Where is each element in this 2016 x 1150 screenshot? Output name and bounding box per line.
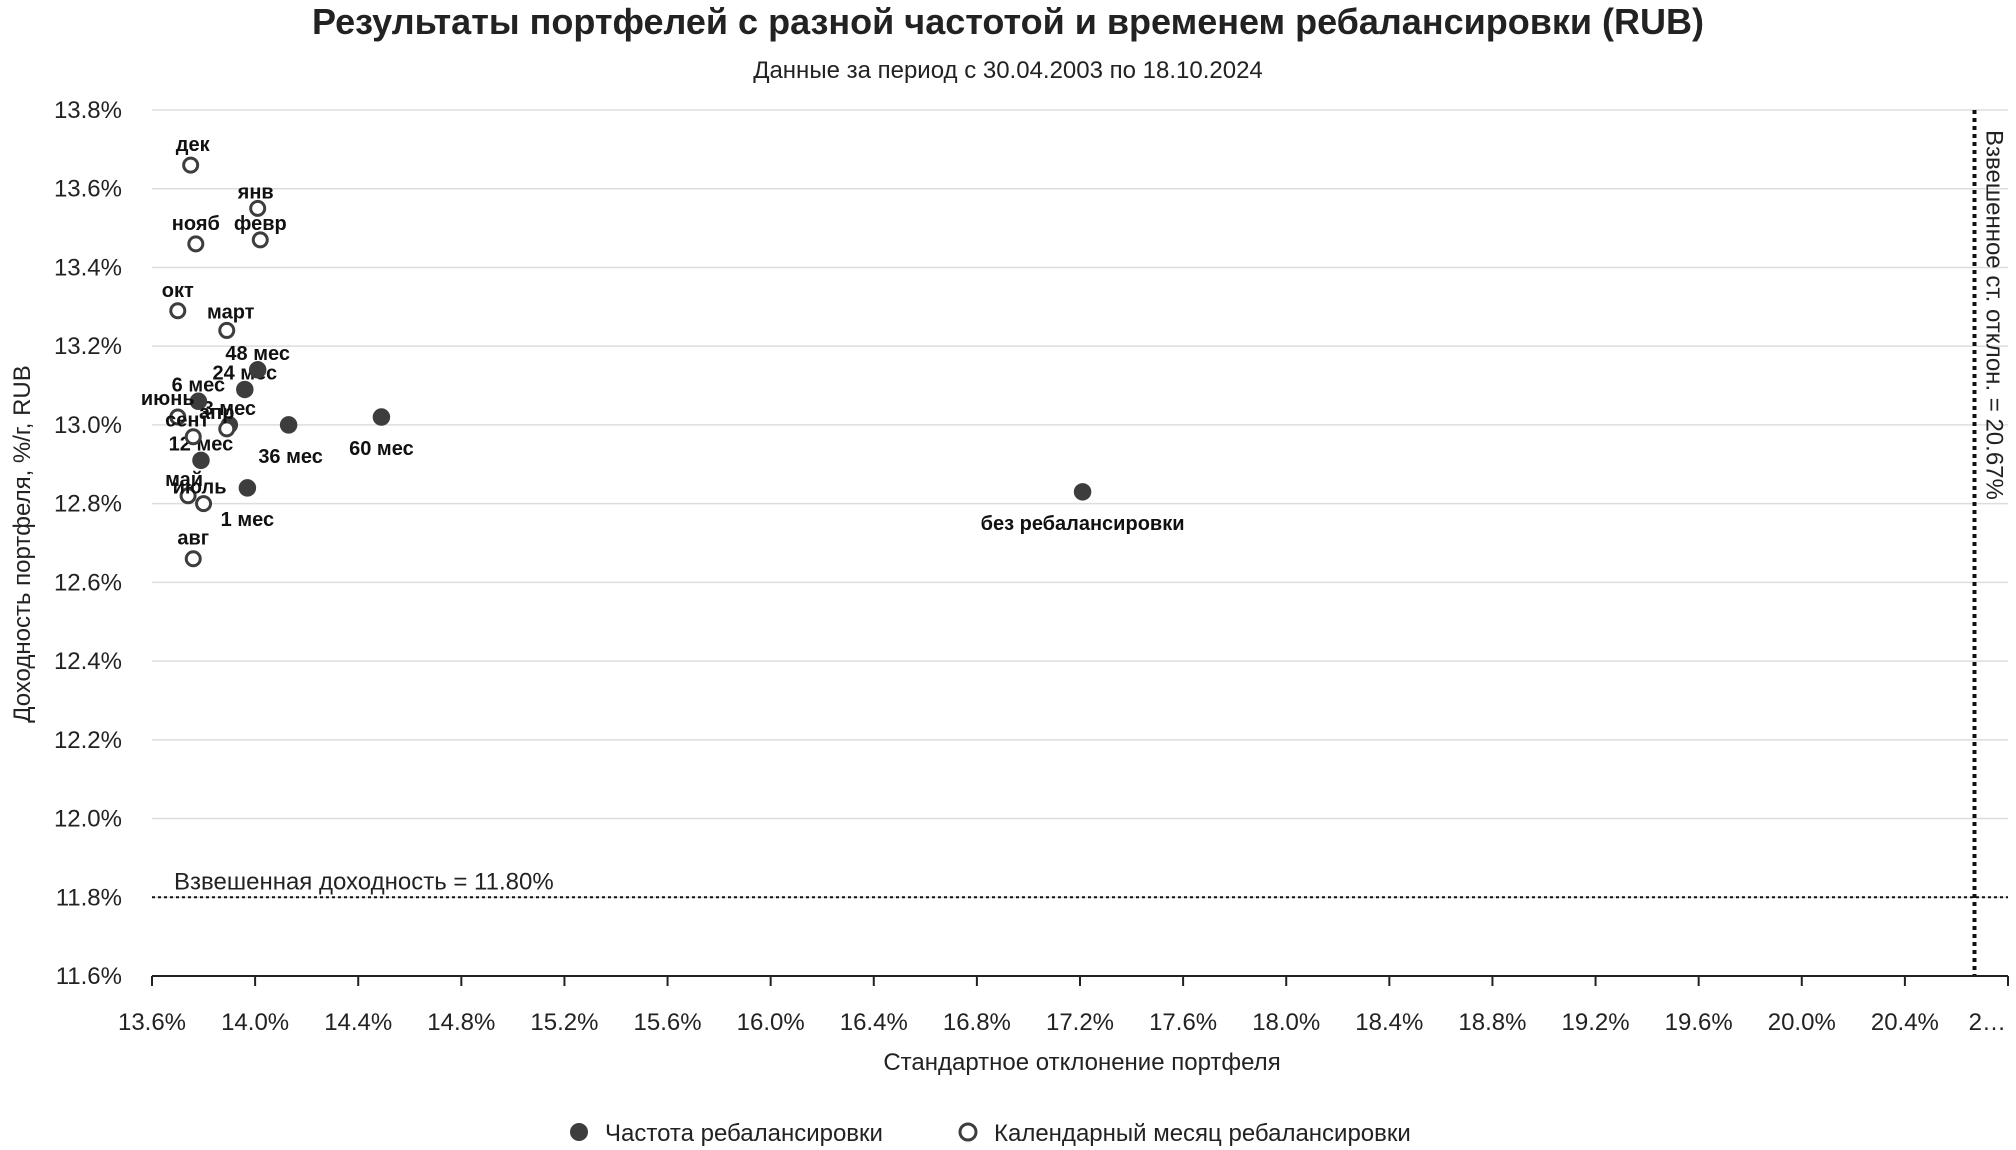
reference-lines: Взвешенная доходность = 11.80% Взвешенное… — [152, 110, 2008, 976]
point-label: окт — [162, 280, 194, 302]
point-calendar-month — [195, 495, 213, 513]
point-label: сент — [165, 410, 209, 432]
point-frequency — [192, 451, 210, 470]
y-tick-label: 12.2% — [54, 727, 122, 754]
chart-title: Результаты портфелей с разной частотой и… — [312, 1, 1704, 42]
point-label: 3 мес — [203, 398, 256, 420]
point-frequency — [248, 361, 267, 379]
legend-label: Календарный месяц ребалансировки — [994, 1120, 1411, 1147]
y-tick-label: 13.6% — [54, 176, 122, 203]
x-tick-label: 17.2% — [1046, 1009, 1114, 1036]
legend: Частота ребалансировки Календарный месяц … — [570, 1120, 1411, 1147]
point-label: 36 мес — [258, 446, 323, 468]
y-axis-ticks: 11.6% 11.8% 12.0% 12.2% 12.4% 12.6% 12.8% 13.0%… — [54, 97, 122, 990]
point-calendar-month — [179, 487, 197, 505]
x-tick-label: 14.8% — [427, 1009, 495, 1036]
y-tick-label: 11.6% — [56, 963, 122, 990]
y-tick-label: 13.8% — [54, 97, 122, 124]
point-label: май — [165, 469, 203, 491]
point-frequency — [189, 392, 208, 411]
x-axis-title: Стандартное отклонение портфеля — [883, 1049, 1280, 1076]
point-label: июль — [173, 477, 227, 499]
point-calendar-month — [249, 199, 267, 217]
x-tick-label: 18.8% — [1458, 1009, 1526, 1036]
point-calendar-month — [182, 156, 200, 174]
point-frequency — [372, 408, 391, 426]
x-tick-label: 15.2% — [530, 1009, 598, 1036]
point-label: 12 мес — [169, 433, 234, 455]
x-axis-ticks: 13.6% 14.0% 14.4% 14.8% 15.2% 15.6% 16.0% 16.4%… — [118, 976, 2009, 1036]
point-label: февр — [234, 213, 287, 235]
point-frequency — [238, 479, 257, 497]
x-tick-label: 13.6% — [118, 1009, 186, 1036]
point-label: апр — [199, 402, 234, 424]
point-calendar-month — [218, 321, 236, 339]
point-label: янв — [237, 181, 274, 203]
chart-subtitle: Данные за период с 30.04.2003 по 18.10.2… — [753, 57, 1263, 84]
point-calendar-month — [169, 302, 187, 320]
x-tick-label: 16.8% — [943, 1009, 1011, 1036]
x-tick-label: 19.2% — [1562, 1009, 1630, 1036]
legend-item[interactable]: Частота ребалансировки — [570, 1120, 883, 1147]
y-axis-title: Доходность портфеля, %/г, RUB — [9, 365, 36, 723]
y-tick-label: 11.8% — [56, 884, 122, 911]
point-frequency — [279, 416, 298, 434]
y-tick-label: 13.4% — [54, 254, 122, 281]
y-tick-label: 12.0% — [54, 806, 122, 833]
weighted-return-label: Взвешенная доходность = 11.80% — [174, 868, 554, 895]
legend-marker-filled — [570, 1123, 588, 1141]
point-frequency — [1073, 483, 1092, 501]
x-tick-label: 15.6% — [634, 1009, 702, 1036]
grid-lines — [152, 109, 2008, 977]
x-tick-label: 20.4% — [1871, 1009, 1939, 1036]
y-tick-label: 12.8% — [54, 491, 122, 518]
point-label: 48 мес — [225, 343, 290, 365]
y-tick-label: 13.2% — [54, 333, 122, 360]
y-tick-label: 12.4% — [54, 648, 122, 675]
legend-marker-hollow — [958, 1122, 978, 1142]
point-calendar-month — [218, 420, 236, 438]
point-frequency — [236, 380, 254, 399]
x-tick-label: 16.4% — [840, 1009, 908, 1036]
point-calendar-month — [169, 408, 187, 426]
point-label: авг — [177, 528, 209, 550]
point-label: без ребалансировки — [981, 513, 1185, 535]
weighted-stdev-label: Взвешенное ст. отклон. = 20.67% — [1980, 130, 2007, 500]
point-calendar-month — [187, 235, 205, 253]
x-tick-label: 19.6% — [1665, 1009, 1733, 1036]
point-label: 6 мес — [172, 374, 225, 396]
point-label: 24 мес — [213, 362, 278, 384]
point-label: 60 мес — [349, 438, 414, 460]
x-tick-label: 16.0% — [737, 1009, 805, 1036]
x-tick-label: 17.6% — [1149, 1009, 1217, 1036]
x-tick-label: 14.0% — [221, 1009, 289, 1036]
point-calendar-month — [184, 550, 202, 568]
point-label: дек — [176, 134, 211, 156]
legend-label: Частота ребалансировки — [605, 1120, 883, 1147]
x-tick-label: 20.0% — [1768, 1009, 1836, 1036]
x-tick-label: 14.4% — [324, 1009, 392, 1036]
point-label: 1 мес — [221, 509, 274, 531]
point-label: нояб — [172, 213, 220, 235]
legend-item[interactable]: Календарный месяц ребалансировки — [958, 1120, 1411, 1147]
x-tick-label: 2… — [1969, 1009, 2006, 1036]
x-tick-label: 18.4% — [1355, 1009, 1423, 1036]
point-label: июнь — [141, 388, 195, 410]
y-tick-label: 13.0% — [54, 412, 122, 439]
point-label: март — [207, 301, 255, 323]
point-calendar-month — [184, 428, 202, 446]
point-calendar-month — [251, 231, 269, 249]
y-tick-label: 12.6% — [54, 569, 122, 596]
x-tick-label: 18.0% — [1252, 1009, 1320, 1036]
